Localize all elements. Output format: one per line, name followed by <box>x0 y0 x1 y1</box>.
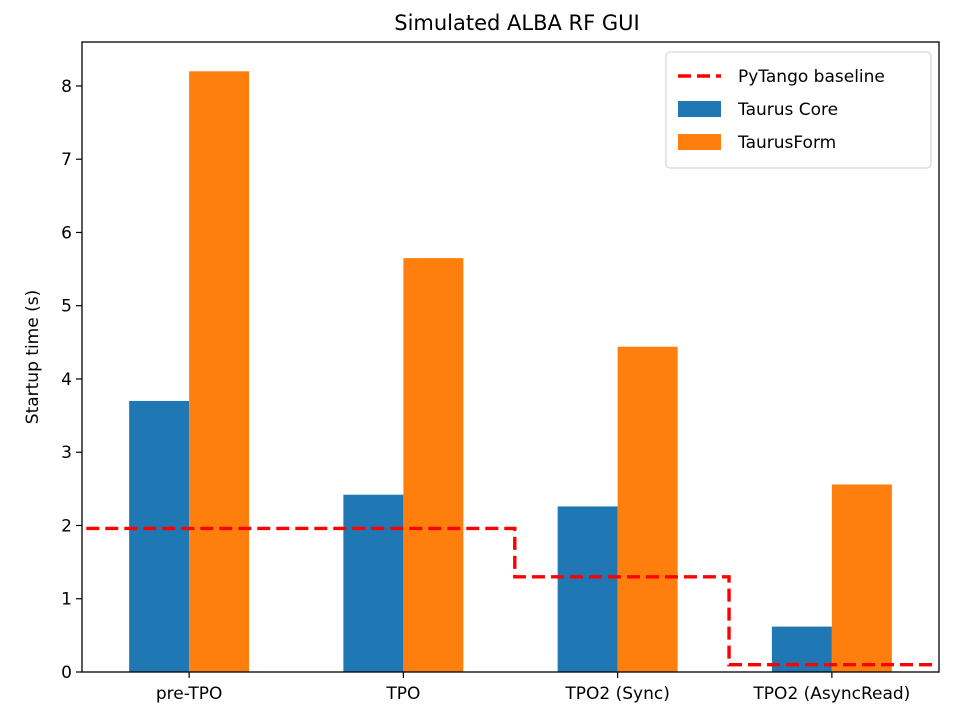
legend-label-baseline: PyTango baseline <box>738 67 885 87</box>
x-tick-label: TPO2 (AsyncRead) <box>752 684 910 704</box>
y-tick-label: 1 <box>61 590 72 610</box>
y-tick-label: 4 <box>61 370 72 390</box>
x-tick-label: pre-TPO <box>156 684 222 704</box>
y-tick-label: 0 <box>61 663 72 683</box>
bar-taurusform-1 <box>403 258 464 672</box>
bar-taurus-core-3 <box>771 626 832 672</box>
bars-group <box>129 71 892 673</box>
baseline-group <box>86 526 935 667</box>
y-axis-label: Startup time (s) <box>23 290 43 424</box>
legend-label-taurusform: TaurusForm <box>737 133 836 153</box>
y-tick-label: 8 <box>61 77 72 97</box>
bar-taurus-core-2 <box>557 506 618 672</box>
bar-taurus-core-0 <box>129 400 190 672</box>
y-tick-label: 7 <box>61 150 72 170</box>
chart-title: Simulated ALBA RF GUI <box>394 11 640 35</box>
y-tick-label: 5 <box>61 297 72 317</box>
bar-taurusform-2 <box>617 346 678 672</box>
legend-box <box>665 51 932 169</box>
legend-swatch-taurus-core <box>678 101 721 117</box>
legend-label-taurus-core: Taurus Core <box>737 100 838 120</box>
plot-frame <box>81 41 940 673</box>
x-axis: pre-TPO TPO TPO2 (Sync) TPO2 (AsyncRead) <box>156 672 910 704</box>
bar-taurusform-3 <box>831 484 892 672</box>
y-tick-label: 3 <box>61 443 72 463</box>
legend-swatch-taurusform <box>678 134 721 150</box>
y-axis: 0 1 2 3 4 5 6 7 8 <box>61 77 82 683</box>
x-tick-label: TPO2 (Sync) <box>564 684 669 704</box>
y-tick-label: 2 <box>61 516 72 536</box>
x-tick-label: TPO <box>385 684 420 704</box>
baseline-line <box>86 526 935 667</box>
bar-taurus-core-1 <box>343 494 404 672</box>
bar-taurusform-0 <box>189 71 250 673</box>
y-tick-label: 6 <box>61 223 72 243</box>
legend: PyTango baseline Taurus Core TaurusForm <box>665 51 932 169</box>
